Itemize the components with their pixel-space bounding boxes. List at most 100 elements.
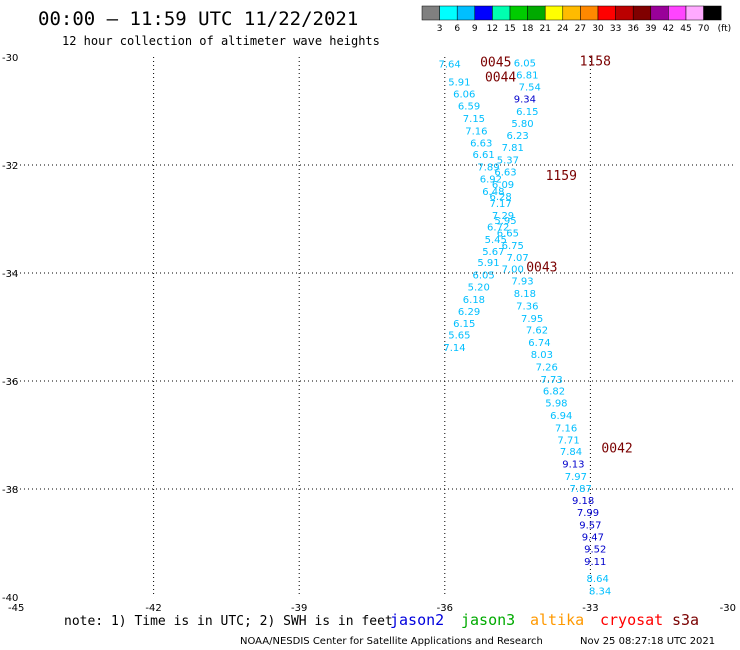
colorbar-swatch — [509, 5, 528, 21]
colorbar-swatch — [615, 5, 634, 21]
wave-height-label: 7.71 — [557, 435, 579, 446]
wave-height-label: 5.37 — [497, 156, 519, 167]
wave-height-label: 6.65 — [497, 229, 519, 240]
wave-height-label: 7.16 — [465, 126, 487, 137]
wave-height-label: 6.05 — [514, 58, 536, 69]
colorbar-label: 42 — [663, 24, 674, 34]
wave-height-label: 7.64 — [439, 59, 461, 70]
wave-height-label: 5.20 — [468, 283, 490, 294]
chart-subtitle: 12 hour collection of altimeter wave hei… — [62, 34, 380, 48]
colorbar-swatch — [703, 5, 722, 21]
wave-height-label: 7.99 — [577, 508, 599, 519]
colorbar-label: 3 — [437, 24, 443, 34]
chart-title: 00:00 – 11:59 UTC 11/22/2021 — [38, 8, 358, 30]
wave-height-label: 8.34 — [589, 587, 611, 598]
colorbar-swatch — [685, 5, 704, 21]
colorbar-swatch — [632, 5, 652, 21]
colorbar-swatch — [668, 5, 687, 21]
time-label: 0044 — [485, 71, 516, 86]
time-label: 1159 — [546, 169, 577, 184]
y-tick-label: -30 — [2, 53, 18, 64]
colorbar-label: 15 — [504, 24, 515, 34]
wave-height-label: 6.94 — [550, 411, 572, 422]
colorbar-label: 70 — [698, 24, 710, 34]
wave-height-label: 6.61 — [472, 150, 494, 161]
wave-height-label: 6.72 — [487, 223, 509, 234]
wave-height-label: 7.62 — [526, 326, 548, 337]
wave-height-label: 5.98 — [545, 399, 567, 410]
legend-item-s3a: s3a — [672, 611, 699, 629]
colorbar-label: 6 — [454, 24, 460, 34]
colorbar-swatch — [492, 5, 511, 21]
colorbar-label: 39 — [645, 24, 657, 34]
legend-item-altika: altika — [530, 611, 584, 629]
wave-height-label: 6.75 — [502, 241, 524, 252]
wave-height-label: 6.29 — [458, 307, 480, 318]
wave-height-label: 6.82 — [543, 387, 565, 398]
colorbar-swatch — [474, 5, 493, 21]
colorbar-swatch — [580, 5, 599, 21]
x-tick-label: -45 — [8, 603, 24, 614]
wave-height-label: 7.16 — [555, 423, 577, 434]
wave-height-label: 9.57 — [579, 521, 601, 532]
credit-text: NOAA/NESDIS Center for Satellite Applica… — [240, 636, 543, 647]
wave-height-label: 8.18 — [514, 289, 536, 300]
satellite-legend: jason2 jason3 altika cryosat s3a — [390, 611, 699, 629]
wave-height-label: 6.05 — [472, 271, 494, 282]
time-label: 0043 — [526, 261, 557, 276]
colorbar-swatch — [527, 5, 546, 21]
wave-height-label: 7.17 — [489, 199, 511, 210]
wave-height-label: 5.65 — [448, 331, 470, 342]
wave-height-label: 9.47 — [582, 533, 604, 544]
wave-height-label: 7.54 — [519, 83, 541, 94]
x-tick-label: -33 — [582, 603, 598, 614]
colorbar-swatch — [439, 5, 458, 21]
y-tick-label: -38 — [2, 485, 18, 496]
wave-height-label: 5.91 — [477, 258, 499, 269]
time-label: 0042 — [601, 442, 632, 457]
colorbar-label: 33 — [610, 24, 621, 34]
x-tick-label: -36 — [437, 603, 453, 614]
wave-height-label: 6.09 — [492, 180, 514, 191]
colorbar-label: 9 — [472, 24, 478, 34]
y-tick-label: -34 — [2, 269, 18, 280]
colorbar-swatch — [597, 5, 616, 21]
wave-height-label: 5.95 — [494, 216, 516, 227]
plot-area: -45 -42 -39 -36 -33 -30 -30 -32 -34 -36 -38 -40 7.64… — [2, 53, 736, 614]
wave-height-label: 7.84 — [560, 447, 582, 458]
wave-height-label: 6.63 — [494, 167, 516, 178]
colorbar-label: 27 — [575, 24, 586, 34]
wave-height-label: 6.15 — [516, 107, 538, 118]
x-tick-label: -42 — [145, 603, 161, 614]
colorbar-label: 12 — [487, 24, 498, 34]
legend-item-cryosat: cryosat — [600, 611, 663, 629]
wave-height-label: 6.15 — [453, 319, 475, 330]
y-tick-label: -32 — [2, 161, 18, 172]
colorbar-unit: (ft) — [718, 24, 732, 34]
colorbar-label: 21 — [539, 24, 550, 34]
wave-height-label: 9.34 — [514, 95, 536, 106]
colorbar-label: 24 — [557, 24, 569, 34]
wave-height-label: 6.59 — [458, 102, 480, 113]
wave-height-label: 7.29 — [492, 211, 514, 222]
wave-height-label: 9.11 — [584, 557, 606, 568]
wave-height-label: 7.89 — [477, 163, 499, 174]
wave-height-label: 7.87 — [570, 484, 592, 495]
colorbar-label: 18 — [522, 24, 534, 34]
x-tick-label: -39 — [291, 603, 307, 614]
wave-height-label: 5.91 — [448, 77, 470, 88]
wave-height-label: 7.73 — [540, 375, 562, 386]
wave-height-label: 6.74 — [528, 338, 550, 349]
wave-height-label: 6.63 — [470, 138, 492, 149]
colorbar-swatch — [456, 5, 476, 21]
time-label: 0045 — [480, 55, 511, 70]
wave-height-label: 6.06 — [453, 90, 475, 101]
wave-height-label: 7.07 — [506, 253, 528, 264]
legend-item-jason3: jason3 — [461, 611, 515, 629]
wave-height-label: 7.97 — [565, 472, 587, 483]
colorbar-swatch — [544, 5, 564, 21]
wave-height-label: 7.36 — [516, 301, 538, 312]
wave-height-label: 7.00 — [502, 265, 524, 276]
y-tick-label: -40 — [2, 593, 18, 604]
